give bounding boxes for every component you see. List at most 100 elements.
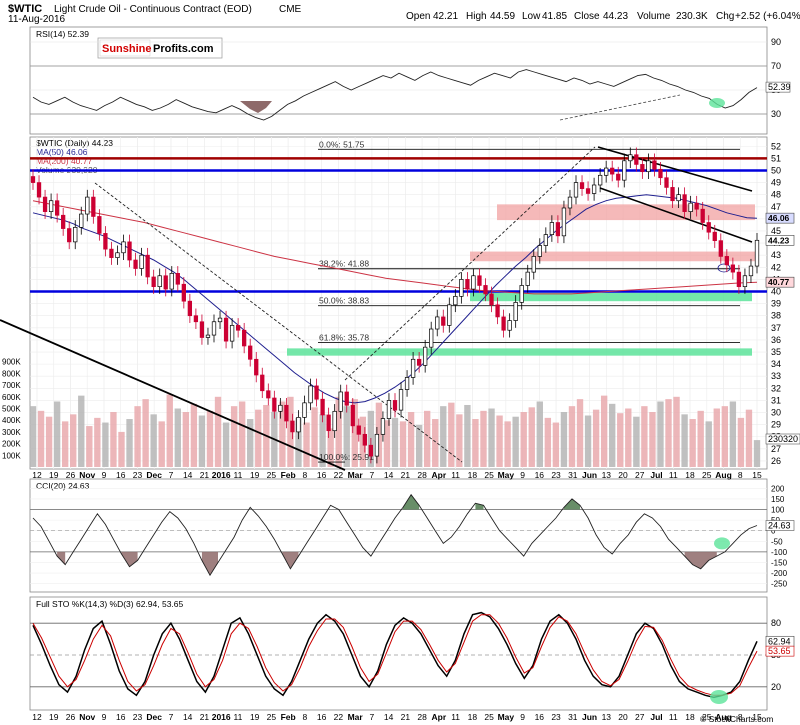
candle-up xyxy=(302,402,307,418)
volume-bar xyxy=(351,399,358,467)
x-tick-label-bottom: 11 xyxy=(451,712,460,722)
candle-down xyxy=(61,214,66,229)
candle-down xyxy=(187,300,193,317)
volume-bar xyxy=(592,409,600,467)
candle-down xyxy=(223,317,229,342)
candle-down xyxy=(199,321,205,338)
price-y-tick: 45 xyxy=(771,226,781,236)
x-tick-label: 16 xyxy=(116,470,126,480)
volume-bar xyxy=(633,416,640,467)
candle-down xyxy=(718,240,723,257)
volume-y-tick: 100K xyxy=(2,451,21,460)
candle-up xyxy=(73,227,78,243)
volume-bar xyxy=(391,417,399,467)
volume-bar xyxy=(182,412,190,467)
candle-down xyxy=(344,391,349,406)
volume-bar xyxy=(600,395,608,467)
x-tick-label: 2016 xyxy=(212,470,231,480)
volume-bar xyxy=(222,422,230,467)
cci-oversold-fill xyxy=(57,551,66,565)
price-y-tick: 51 xyxy=(771,153,781,163)
candle-down xyxy=(320,398,325,416)
volume-bar xyxy=(94,417,101,467)
x-tick-label-bottom: 2016 xyxy=(212,712,231,722)
candle-up xyxy=(217,317,223,323)
resistance-zone xyxy=(470,251,755,262)
candle-up xyxy=(513,302,518,321)
volume-bar xyxy=(729,401,737,467)
volume-bar xyxy=(255,409,262,467)
x-tick-label-bottom: Nov xyxy=(79,712,95,722)
fibonacci-label: 61.8%: 35.78 xyxy=(319,333,369,343)
indicator-layer xyxy=(32,69,758,704)
candle-down xyxy=(640,164,645,173)
candle-down xyxy=(356,425,361,435)
candle-down xyxy=(501,316,506,331)
x-tick-label-bottom: Apr xyxy=(432,712,447,722)
candle-up xyxy=(688,202,693,212)
candle-down xyxy=(30,176,36,183)
cci-overbought-fill xyxy=(563,498,581,510)
volume-bar xyxy=(238,401,246,467)
resistance-zone xyxy=(497,204,755,221)
price-y-tick: 36 xyxy=(771,335,781,345)
open-label: Open xyxy=(406,11,430,22)
candle-up xyxy=(471,275,476,290)
candle-up xyxy=(748,265,754,277)
price-title: $WTIC (Daily) 44.23 xyxy=(36,138,113,148)
cci-oversold-fill xyxy=(201,551,219,576)
x-tick-label: 25 xyxy=(702,470,712,480)
x-tick-label: 28 xyxy=(417,470,427,480)
dashed-downtrend-line xyxy=(94,182,463,463)
dashed-uptrend-line xyxy=(344,146,596,381)
candle-down xyxy=(151,276,156,288)
candle-down xyxy=(103,233,108,250)
rsi-highlight-circle xyxy=(709,98,725,108)
candle-down xyxy=(254,358,259,376)
x-tick-label-bottom: 14 xyxy=(384,712,394,722)
volume-bar xyxy=(584,415,592,467)
candle-up xyxy=(531,256,536,273)
price-y-tick: 26 xyxy=(771,456,781,466)
chart-exchange: CME xyxy=(279,4,302,15)
x-tick-label: 20 xyxy=(618,470,628,480)
x-tick-label-bottom: 28 xyxy=(417,712,427,722)
candle-down xyxy=(483,285,488,295)
price-y-tick: 47 xyxy=(771,202,781,212)
stochastic-d-line xyxy=(32,614,758,696)
x-tick-label: 21 xyxy=(401,470,411,480)
candle-up xyxy=(211,321,217,336)
candle-down xyxy=(555,222,561,237)
cci-value-label: 24.63 xyxy=(768,520,791,530)
lines-layer: 0.0%: 51.75 38.2%: 41.88 50.0%: 38.83 61.8%… xyxy=(0,139,767,471)
x-tick-label-bottom: 19 xyxy=(250,712,260,722)
candle-down xyxy=(272,397,277,412)
candle-up xyxy=(229,325,235,342)
candle-up xyxy=(380,418,386,435)
cci-y-tick: 150 xyxy=(771,495,785,504)
volume-bar xyxy=(472,419,479,467)
volume-bar xyxy=(697,410,704,467)
x-tick-label: 16 xyxy=(535,470,545,480)
long-term-downtrend-line xyxy=(0,319,346,471)
watermark: © StockCharts.com xyxy=(700,714,773,724)
candle-down xyxy=(682,194,687,212)
volume-bar xyxy=(488,408,495,467)
cci-y-tick: 100 xyxy=(771,506,785,515)
candle-down xyxy=(284,404,289,422)
candle-up xyxy=(453,295,458,306)
candle-up xyxy=(519,285,524,303)
x-tick-label: 11 xyxy=(451,470,460,480)
candle-up xyxy=(48,200,54,212)
volume-bar xyxy=(166,394,173,467)
price-y-tick: 38 xyxy=(771,311,781,321)
candle-up xyxy=(169,272,174,290)
x-tick-label-bottom: 19 xyxy=(49,712,59,722)
cci-title: CCI(20) 24.63 xyxy=(36,481,90,491)
x-tick-label-bottom: 9 xyxy=(102,712,107,722)
x-tick-label: 12 xyxy=(32,470,42,480)
candle-up xyxy=(410,358,416,378)
candle-down xyxy=(489,293,494,306)
x-tick-label-bottom: 16 xyxy=(535,712,545,722)
ma50-value-label: 46.06 xyxy=(768,213,790,223)
